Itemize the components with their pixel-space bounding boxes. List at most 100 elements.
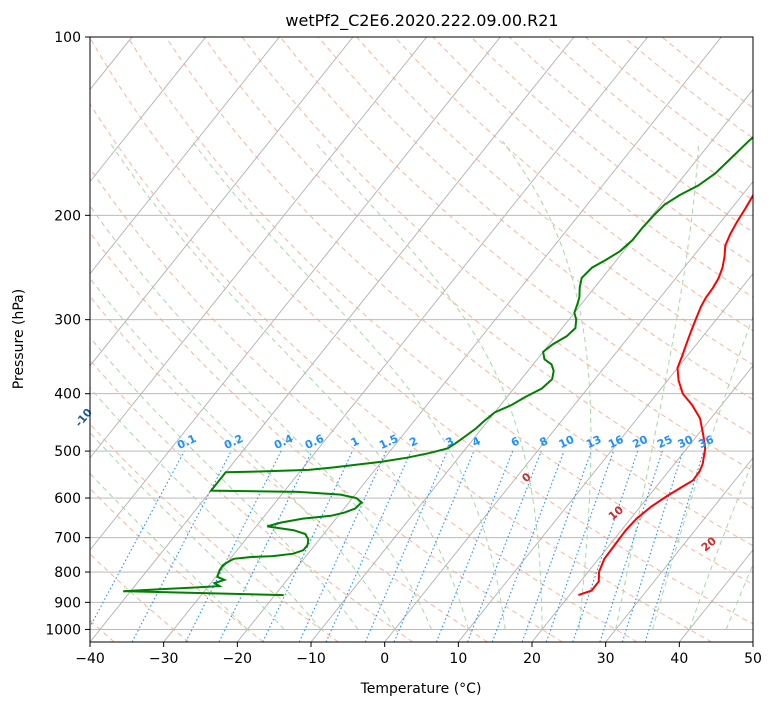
mixing-ratio-line — [435, 450, 514, 642]
x-tick-label: 20 — [523, 651, 541, 667]
plot-frame — [89, 36, 754, 643]
dry-adiabat-label: -20 — [0, 365, 4, 389]
y-tick-label: 800 — [54, 565, 81, 581]
isotherm-line — [752, 641, 753, 642]
dry-adiabat — [90, 231, 563, 642]
moist-adiabat — [90, 277, 396, 630]
mixing-ratio-line — [262, 450, 354, 642]
mixing-ratio-line — [521, 450, 592, 642]
mixing-ratio-label: 16 — [606, 433, 626, 451]
dry-adiabat — [165, 37, 753, 547]
isotherm-line — [457, 272, 753, 642]
x-axis-ticks: −40 −30 −20 −10 0 10 20 30 40 50 — [75, 642, 762, 667]
y-tick-label: 1000 — [45, 622, 81, 638]
dry-adiabat — [90, 423, 339, 642]
dry-adiabat — [547, 37, 753, 201]
dry-adiabat — [356, 37, 753, 366]
moist-adiabat — [313, 140, 543, 630]
y-axis-label: Pressure (hPa) — [11, 289, 27, 389]
mixing-ratio-line — [572, 450, 639, 642]
dry-adiabat — [508, 37, 753, 233]
y-tick-label: 700 — [54, 531, 81, 547]
dry-adiabat — [203, 37, 753, 509]
isotherm-line — [163, 37, 649, 642]
mixing-ratio-label: 30 — [676, 433, 696, 451]
moist-adiabat-label: 0 — [519, 470, 533, 485]
x-tick-label: 10 — [449, 651, 467, 667]
x-tick-label: 40 — [670, 651, 688, 667]
dry-adiabat — [470, 37, 753, 266]
moist-adiabat — [90, 431, 285, 630]
mixing-ratio-label: 0.2 — [222, 432, 245, 452]
isotherm-line — [605, 457, 753, 642]
isotherm-line — [678, 549, 753, 642]
mixing-ratio-line — [218, 450, 313, 642]
dry-adiabat — [90, 295, 488, 642]
moist-adiabat — [725, 563, 753, 630]
isopleth-labels: 0.10.20.40.611.52346810131620253036-100-… — [0, 365, 719, 555]
mixing-ratio-label: 0.6 — [303, 432, 326, 452]
mixing-ratio-line — [621, 450, 684, 642]
mixing-ratio-label: 1 — [349, 434, 361, 449]
mixing-ratio-label: 3 — [444, 434, 456, 449]
dry-adiabat — [90, 553, 190, 642]
isotherm-line — [236, 37, 722, 642]
dry-adiabat — [90, 103, 712, 642]
x-tick-label: 50 — [744, 651, 762, 667]
moist-adiabat-label: 10 — [606, 503, 626, 523]
mixing-ratio-line — [545, 450, 614, 642]
mixing-ratio-line — [298, 450, 387, 642]
isotherm-line — [90, 37, 207, 183]
dry-adiabat — [318, 37, 753, 401]
moist-adiabat — [90, 336, 359, 630]
temperature-line — [578, 193, 753, 597]
mixing-ratio-label: 25 — [655, 433, 674, 451]
y-tick-label: 900 — [54, 595, 81, 611]
mixing-ratio-line — [644, 450, 705, 642]
dry-adiabat — [432, 37, 753, 298]
mixing-ratio-line — [90, 450, 185, 628]
isotherm-line — [90, 37, 428, 459]
isotherm-line — [90, 37, 354, 367]
dry-adiabat — [127, 37, 753, 586]
x-axis-label: Temperature (°C) — [360, 681, 482, 697]
dry-adiabat — [90, 487, 264, 642]
isotherm-line — [531, 365, 753, 642]
dry-adiabat — [90, 37, 753, 625]
isotherm-line — [0, 37, 58, 642]
isotherm-line — [384, 180, 753, 642]
mixing-ratio-label: 0.4 — [272, 432, 295, 452]
mixing-ratio-label: 1.5 — [377, 432, 400, 452]
dry-adiabat — [585, 37, 753, 170]
isotherm-line — [90, 37, 575, 642]
moist-adiabat — [688, 459, 753, 630]
moist-adiabat — [90, 205, 432, 630]
dewpoint-line — [123, 135, 753, 597]
y-tick-label: 100 — [54, 30, 81, 46]
y-tick-label: 500 — [54, 444, 81, 460]
mixing-ratio-line — [599, 450, 663, 642]
background-lines — [0, 37, 753, 642]
y-tick-label: 600 — [54, 491, 81, 507]
moist-adiabat — [652, 314, 753, 630]
dry-adiabat — [394, 37, 753, 332]
mixing-ratio-label: 2 — [407, 434, 419, 449]
mixing-ratio-line — [393, 450, 475, 642]
x-tick-label: 0 — [380, 651, 389, 667]
chart-title: wetPf2_C2E6.2020.222.09.00.R21 — [285, 11, 558, 31]
moist-adiabat — [108, 141, 469, 630]
mixing-ratio-line — [364, 450, 448, 642]
y-tick-label: 300 — [54, 313, 81, 329]
dry-adiabat — [90, 167, 638, 642]
isotherm-line — [90, 37, 280, 275]
sounding-series — [123, 135, 753, 597]
y-tick-label: 400 — [54, 387, 81, 403]
moist-adiabat — [191, 140, 506, 630]
mixing-ratio-label: 10 — [557, 433, 577, 451]
mixing-ratio-label: 20 — [630, 433, 650, 451]
y-tick-label: 200 — [54, 208, 81, 224]
moist-adiabat — [615, 141, 700, 630]
x-tick-label: −30 — [149, 651, 179, 667]
mixing-ratio-label: 36 — [696, 433, 716, 451]
